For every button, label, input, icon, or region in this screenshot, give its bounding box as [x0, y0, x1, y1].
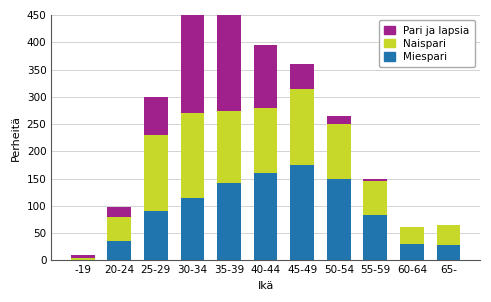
Bar	[363, 182, 387, 215]
Bar	[400, 244, 424, 260]
Bar	[144, 211, 168, 260]
Bar	[181, 198, 204, 260]
X-axis label: Ikä: Ikä	[257, 281, 274, 291]
Bar	[400, 227, 424, 244]
Bar	[363, 215, 387, 260]
Bar	[290, 165, 314, 260]
Bar	[327, 179, 351, 260]
Bar	[181, 113, 204, 198]
Bar	[144, 135, 168, 211]
Bar	[363, 179, 387, 182]
Bar	[71, 258, 95, 260]
Bar	[327, 116, 351, 124]
Bar	[217, 111, 241, 182]
Bar	[327, 124, 351, 179]
Bar	[254, 108, 277, 173]
Bar	[217, 15, 241, 111]
Bar	[217, 182, 241, 260]
Bar	[290, 89, 314, 165]
Legend: Pari ja lapsia, Naispari, Miespari: Pari ja lapsia, Naispari, Miespari	[379, 20, 475, 67]
Bar	[108, 217, 131, 241]
Bar	[254, 173, 277, 260]
Bar	[181, 15, 204, 113]
Y-axis label: Perheitä: Perheitä	[11, 115, 21, 161]
Bar	[290, 64, 314, 89]
Bar	[144, 97, 168, 135]
Bar	[108, 207, 131, 217]
Bar	[436, 245, 461, 260]
Bar	[436, 225, 461, 245]
Bar	[71, 255, 95, 258]
Bar	[108, 241, 131, 260]
Bar	[254, 45, 277, 108]
